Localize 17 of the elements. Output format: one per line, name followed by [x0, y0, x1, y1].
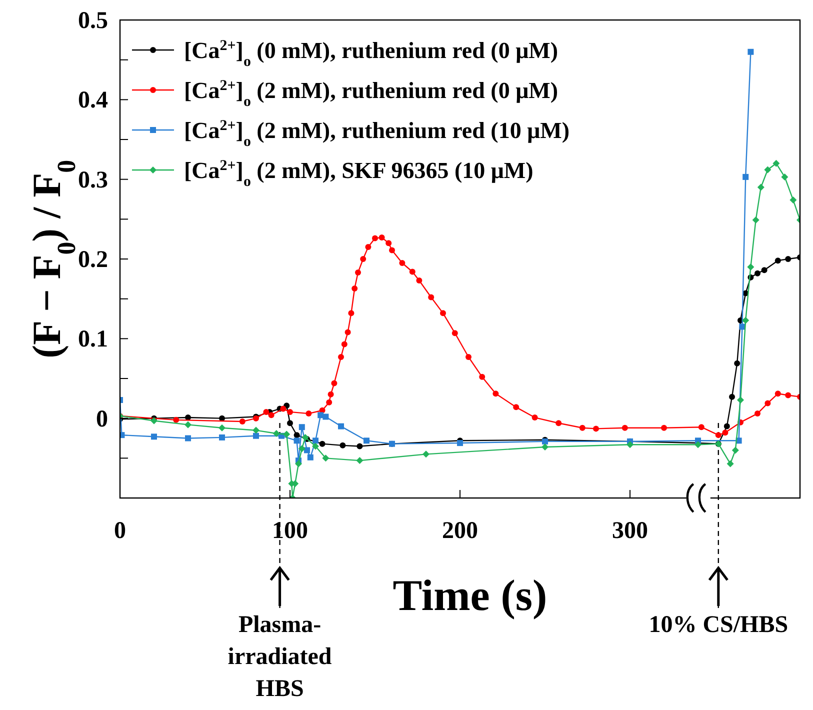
- legend-label: [Ca$^{2+}$]$_{o}$ (2 mM), ruthenium red (0 μM): [184, 78, 558, 110]
- x-axis-title: Time (s): [392, 571, 548, 620]
- y-tick-label: 0: [96, 406, 108, 432]
- x-tick-label: 0: [114, 518, 126, 544]
- y-tick-label: 0.2: [78, 247, 108, 273]
- ref-line-label: Plasma-irradiated HBS: [228, 612, 332, 702]
- y-tick-label: 0.5: [78, 8, 108, 34]
- y-tick-label: 0.4: [78, 88, 108, 114]
- y-tick-label: 0.3: [78, 167, 108, 194]
- x-tick-label: 300: [612, 518, 648, 544]
- y-tick-label: 0.1: [78, 326, 108, 353]
- legend-label: [Ca$^{2+}$]$_{o}$ (0 mM), ruthenium red (0 μM): [184, 38, 558, 70]
- x-tick-label: 100: [272, 518, 308, 544]
- ref-line-label: 10% CS/HBS: [648, 612, 788, 638]
- legend-label: [Ca$^{2+}$]$_{o}$ (2 mM), ruthenium red (10 μM): [184, 118, 570, 150]
- x-tick-label: 200: [442, 518, 478, 544]
- legend-label: [Ca$^{2+}$]$_{o}$ (2 mM), SKF 96365 (10 μM): [184, 158, 534, 190]
